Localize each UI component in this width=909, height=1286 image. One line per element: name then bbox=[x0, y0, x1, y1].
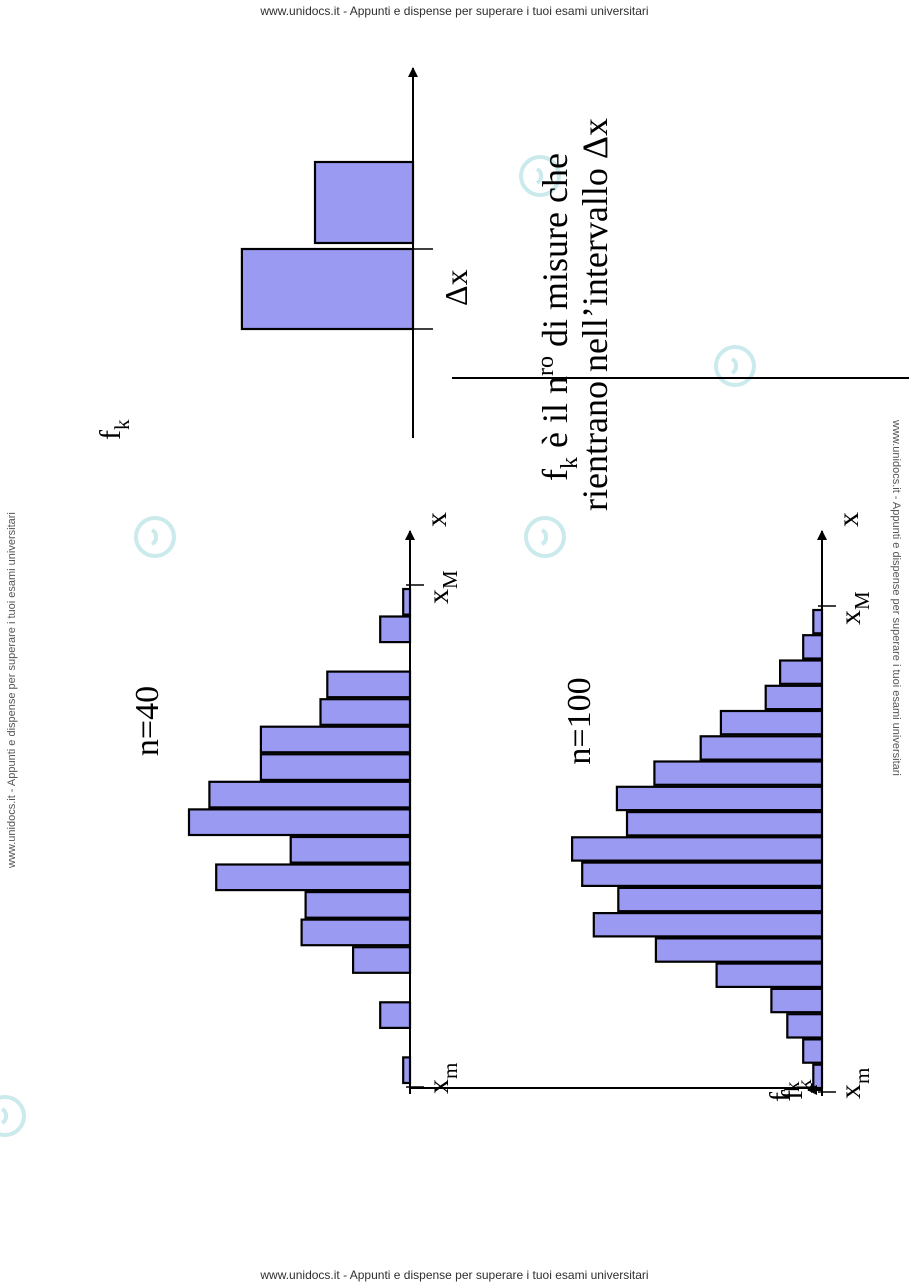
histogram-bar bbox=[653, 760, 824, 786]
def-mid: è il n bbox=[535, 376, 575, 457]
histogram-bar bbox=[187, 808, 412, 837]
xM-label-sub: M bbox=[438, 570, 462, 589]
xM-label-base: x bbox=[834, 610, 867, 625]
histogram-bar bbox=[259, 725, 412, 754]
histogram-bar bbox=[592, 911, 824, 938]
xM-label: xM bbox=[422, 570, 462, 604]
histogram-bar bbox=[802, 634, 824, 660]
histogram-bar bbox=[802, 1038, 824, 1064]
xM-label-sub: M bbox=[850, 591, 874, 610]
histogram-bar bbox=[812, 1063, 824, 1090]
def-sup: ro bbox=[533, 356, 559, 376]
y-axis-label-sub: k bbox=[792, 1079, 816, 1090]
histogram-bar bbox=[352, 946, 412, 974]
xm-label-base: x bbox=[422, 1079, 455, 1094]
xm-label-base: x bbox=[834, 1084, 867, 1099]
histogram-bar bbox=[319, 698, 412, 726]
xM-label: xM bbox=[834, 591, 874, 625]
xm-label: xm bbox=[834, 1068, 874, 1099]
y-axis-label: fk bbox=[776, 1079, 816, 1100]
y-axis-label-sub: k bbox=[110, 419, 134, 430]
y-axis-label-base: f bbox=[764, 1092, 797, 1102]
def-sub: k bbox=[557, 457, 583, 469]
watermark-logo-icon bbox=[524, 516, 566, 558]
def-end: di misure che bbox=[535, 153, 575, 356]
chart-title: n=100 bbox=[561, 677, 598, 764]
histogram-bar bbox=[289, 835, 412, 864]
x-axis-label: x bbox=[420, 512, 453, 527]
interval-label: Δx bbox=[438, 269, 474, 306]
histogram-bar bbox=[812, 608, 824, 635]
definition-line-2: rientrano nell’intervallo Δx bbox=[575, 118, 615, 511]
histogram-bar bbox=[764, 684, 824, 711]
watermark-banner-top: www.unidocs.it - Appunti e dispense per … bbox=[260, 4, 649, 18]
histogram-bar bbox=[654, 937, 824, 963]
histogram-bar bbox=[615, 785, 824, 812]
histogram-bar bbox=[625, 810, 824, 837]
y-axis-label-base: f bbox=[776, 1090, 809, 1100]
histogram-detail: Δx fk bbox=[94, 67, 909, 440]
histogram-bar bbox=[786, 1013, 824, 1039]
histogram-bar bbox=[719, 709, 824, 736]
histogram-bar bbox=[300, 918, 412, 947]
histogram-bar bbox=[715, 962, 824, 988]
histogram-bar bbox=[313, 160, 415, 245]
watermark-logo-icon bbox=[519, 155, 561, 197]
chart-title: n=40 bbox=[129, 686, 166, 756]
histogram-bar bbox=[259, 753, 412, 781]
watermark-logo-icon bbox=[0, 1095, 26, 1137]
histogram-bar bbox=[402, 587, 412, 616]
histogram-bar bbox=[770, 987, 824, 1014]
histogram-bar bbox=[215, 863, 412, 892]
y-axis-label-base: f bbox=[94, 430, 127, 440]
watermark-banner-bottom: www.unidocs.it - Appunti e dispense per … bbox=[260, 1268, 649, 1282]
x-axis-label: x bbox=[832, 512, 865, 527]
y-axis-label: fk bbox=[764, 1081, 804, 1102]
definition-text: fk è il nro di misure che rientrano nell’… bbox=[533, 118, 615, 511]
histogram-bar bbox=[379, 1001, 412, 1029]
histogram-bar bbox=[208, 780, 412, 809]
xm-label: xm bbox=[422, 1063, 462, 1094]
histogram-bar bbox=[304, 891, 412, 919]
histogram-bar bbox=[240, 247, 415, 331]
xm-label-sub: m bbox=[850, 1068, 874, 1084]
definition-line-1: fk è il nro di misure che bbox=[533, 153, 583, 481]
y-axis-label-sub: k bbox=[780, 1081, 804, 1092]
histogram-bar bbox=[581, 861, 824, 887]
histogram-bar bbox=[402, 1056, 412, 1085]
histogram-bar bbox=[379, 615, 412, 644]
def-base: f bbox=[535, 469, 575, 481]
histogram-bar bbox=[326, 670, 412, 699]
histogram-bar bbox=[617, 886, 824, 913]
xM-label-base: x bbox=[422, 589, 455, 604]
y-axis-label: fk bbox=[94, 419, 134, 440]
histogram-bar bbox=[570, 836, 824, 862]
histogram-bar bbox=[699, 735, 824, 761]
watermark-logo-icon bbox=[134, 516, 176, 558]
xm-label-sub: m bbox=[438, 1063, 462, 1079]
histogram-bar bbox=[778, 659, 824, 685]
watermark-logo-icon bbox=[714, 345, 756, 387]
